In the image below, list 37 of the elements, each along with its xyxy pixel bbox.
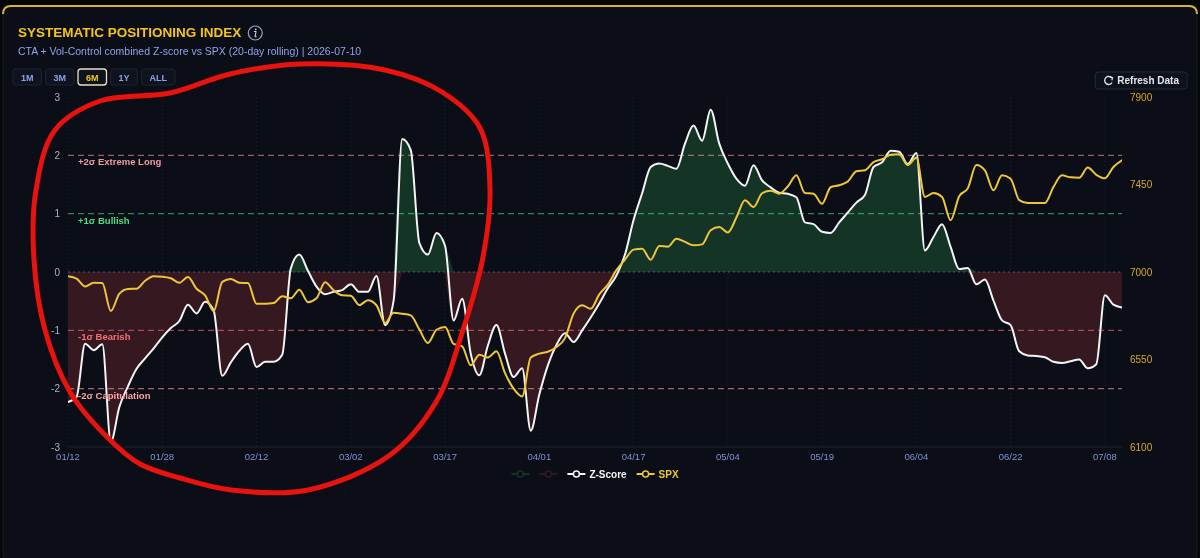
y-tick-label: -3 xyxy=(51,441,61,453)
legend-label: Z-Score xyxy=(589,468,628,480)
x-tick-label: 06/04 xyxy=(904,451,929,462)
x-tick-label: 01/28 xyxy=(150,451,175,462)
text: Refresh Data xyxy=(1117,75,1180,87)
text: 1Y xyxy=(118,72,130,83)
x-tick-label: 05/19 xyxy=(810,451,834,462)
x-tick-label: 01/12 xyxy=(56,451,80,462)
ref-line-label: +2σ Extreme Long xyxy=(78,156,162,168)
y-tick-label: 2 xyxy=(54,149,61,161)
y-tick-label: 3 xyxy=(54,91,61,103)
x-tick-label: 04/17 xyxy=(621,451,646,462)
x-tick-label: 03/02 xyxy=(338,451,363,462)
y2-tick-label: 7900 xyxy=(1130,91,1153,103)
x-tick-label: 07/08 xyxy=(1092,451,1117,462)
x-tick-label: 06/22 xyxy=(998,451,1023,462)
chart-subtitle: CTA + Vol-Control combined Z-score vs SPX (20-day rolling) | 2026-07-10 xyxy=(18,45,362,57)
legend-label: SPX xyxy=(658,468,679,480)
text: 1M xyxy=(20,72,34,83)
ref-line-label: +1σ Bullish xyxy=(78,214,130,226)
text: 6M xyxy=(86,72,99,83)
y2-tick-label: 6550 xyxy=(1130,354,1153,365)
y-tick-label: -1 xyxy=(51,324,61,336)
text: ALL xyxy=(149,72,168,83)
x-tick-label: 05/04 xyxy=(715,451,740,462)
y-tick-label: -2 xyxy=(51,383,61,395)
x-tick-label: 04/01 xyxy=(527,451,552,462)
x-tick-label: 03/17 xyxy=(433,451,457,462)
y2-tick-label: 7450 xyxy=(1130,179,1153,190)
text: 3M xyxy=(53,72,67,83)
x-tick-label: 02/12 xyxy=(244,451,269,462)
y2-tick-label: 7000 xyxy=(1130,266,1153,278)
y-tick-label: 1 xyxy=(54,208,61,220)
chart-title: SYSTEMATIC POSITIONING INDEX xyxy=(18,25,242,40)
y-tick-label: 0 xyxy=(54,266,61,278)
ref-line-label: -1σ Bearish xyxy=(78,331,131,343)
y2-tick-label: 6100 xyxy=(1130,441,1153,453)
